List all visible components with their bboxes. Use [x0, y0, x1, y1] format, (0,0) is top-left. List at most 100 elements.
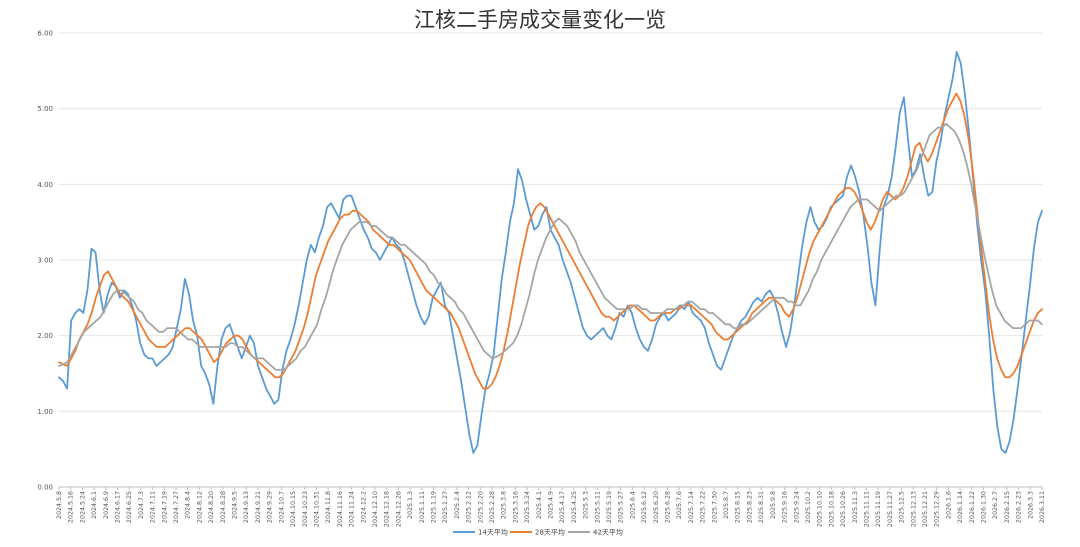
- x-tick-label: 2024.7.11: [150, 491, 157, 523]
- x-tick-label: 2024.12.26: [395, 491, 402, 527]
- x-tick-label: 2026.1.30: [980, 491, 987, 523]
- legend-item-2: 28天平均: [510, 528, 565, 537]
- y-tick-label: 2.00: [37, 332, 53, 340]
- x-tick-label: 2024.11.24: [349, 491, 356, 527]
- x-tick-label: 2025.5.3: [583, 491, 590, 519]
- legend-item-3: 42天平均: [568, 528, 623, 537]
- x-tick-label: 2025.6.4: [629, 491, 636, 519]
- x-tick-label: 2025.7.22: [700, 491, 707, 523]
- series-line-1: [58, 51, 1043, 454]
- chart-title: 江核二手房成交量变化一览: [414, 8, 666, 32]
- grid-lines: [59, 32, 1042, 488]
- x-tick-label: 2025.3.24: [524, 491, 531, 523]
- x-tick-label: 2024.7.3: [138, 491, 145, 519]
- x-tick-label: 2024.12.18: [384, 491, 391, 527]
- x-tick-label: 2025.5.11: [594, 491, 601, 523]
- x-tick-label: 2024.6.25: [126, 491, 133, 523]
- x-tick-label: 2024.9.5: [232, 491, 239, 519]
- x-tick-label: 2024.10.23: [302, 491, 309, 527]
- y-tick-label: 4.00: [37, 181, 53, 189]
- legend-label: 42天平均: [593, 528, 623, 537]
- x-tick-label: 2026.1.22: [969, 491, 976, 523]
- x-tick-label: 2025.12.5: [899, 491, 906, 523]
- x-tick-label: 2024.10.31: [313, 491, 320, 527]
- x-tick-label: 2025.1.11: [419, 491, 426, 523]
- x-tick-label: 2026.3.11: [1039, 491, 1046, 523]
- x-tick-label: 2025.7.14: [688, 491, 695, 523]
- x-tick-label: 2025.9.8: [770, 491, 777, 519]
- x-tick-label: 2025.12.13: [910, 491, 917, 527]
- x-tick-label: 2025.4.1: [536, 491, 543, 519]
- x-tick-label: 2025.7.30: [711, 491, 718, 523]
- y-tick-label: 6.00: [37, 30, 53, 38]
- x-tick-label: 2024.5.24: [79, 491, 86, 523]
- x-tick-label: 2025.9.24: [793, 491, 800, 523]
- x-tick-label: 2024.8.4: [185, 491, 192, 519]
- x-tick-label: 2025.6.12: [641, 491, 648, 523]
- x-tick-label: 2026.3.3: [1027, 491, 1034, 519]
- x-tick-label: 2026.2.15: [1004, 491, 1011, 523]
- x-tick-label: 2024.12.2: [360, 491, 367, 523]
- x-tick-label: 2024.8.20: [208, 491, 215, 523]
- x-tick-label: 2024.6.17: [115, 491, 122, 523]
- x-tick-label: 2025.11.19: [875, 491, 882, 527]
- y-tick-label: 0.00: [37, 484, 53, 492]
- x-tick-label: 2025.5.27: [618, 491, 625, 523]
- x-tick-label: 2025.4.9: [548, 491, 555, 519]
- y-tick-label: 1.00: [37, 408, 53, 416]
- x-tick-label: 2024.12.10: [372, 491, 379, 527]
- y-axis: 0.00 1.00 2.00 3.00 4.00 5.00 6.00: [37, 30, 53, 492]
- x-tick-label: 2025.8.7: [723, 491, 730, 519]
- x-tick-label: 2025.10.2: [805, 491, 812, 523]
- x-tick-label: 2025.12.21: [922, 491, 929, 527]
- x-tick-label: 2025.9.16: [782, 491, 789, 523]
- x-tick-label: 2025.11.27: [887, 491, 894, 527]
- x-tick-label: 2024.8.12: [196, 491, 203, 523]
- x-tick-label: 2025.1.19: [430, 491, 437, 523]
- x-tick-label: 2026.1.6: [945, 491, 952, 519]
- legend: 14天平均 28天平均 42天平均: [453, 528, 623, 537]
- x-tick-label: 2024.11.8: [325, 491, 332, 523]
- x-tick-label: 2024.9.13: [243, 491, 250, 523]
- legend-label: 28天平均: [535, 528, 565, 537]
- x-tick-label: 2025.10.10: [817, 491, 824, 527]
- x-tick-label: 2024.9.29: [267, 491, 274, 523]
- x-tick-label: 2025.3.16: [512, 491, 519, 523]
- x-tick-label: 2024.6.1: [91, 491, 98, 519]
- x-tick-label: 2025.11.11: [863, 491, 870, 527]
- x-tick-label: 2025.8.31: [758, 491, 765, 523]
- series-line-3: [58, 122, 1043, 371]
- x-tick-label: 2025.2.28: [489, 491, 496, 523]
- x-tick-label: 2025.4.25: [571, 491, 578, 523]
- x-tick-label: 2025.8.15: [735, 491, 742, 523]
- x-tick-label: 2025.11.3: [852, 491, 859, 523]
- x-tick-label: 2026.2.7: [992, 491, 999, 519]
- x-tick-label: 2024.9.21: [255, 491, 262, 523]
- x-tick-label: 2025.2.12: [466, 491, 473, 523]
- x-tick-label: 2024.10.7: [278, 491, 285, 523]
- x-tick-label: 2025.2.20: [477, 491, 484, 523]
- y-tick-label: 5.00: [37, 105, 53, 113]
- x-tick-label: 2025.7.6: [676, 491, 683, 519]
- x-tick-label: 2025.4.17: [559, 491, 566, 523]
- x-tick-label: 2024.7.27: [173, 491, 180, 523]
- x-tick-label: 2025.1.3: [407, 491, 414, 519]
- x-tick-label: 2024.7.19: [161, 491, 168, 523]
- x-tick-label: 2026.2.23: [1016, 491, 1023, 523]
- x-tick-label: 2025.10.18: [828, 491, 835, 527]
- series-line-2: [58, 92, 1043, 390]
- x-axis: 2024.5.8 2024.5.16 2024.5.24 2024.6.1 2024.6…: [56, 487, 1046, 527]
- x-tick-label: 2025.5.19: [606, 491, 613, 523]
- y-tick-label: 3.00: [37, 257, 53, 265]
- legend-label: 14天平均: [478, 528, 508, 537]
- x-tick-label: 2024.8.28: [220, 491, 227, 523]
- x-tick-label: 2024.5.16: [68, 491, 75, 523]
- x-tick-label: 2024.10.15: [290, 491, 297, 527]
- x-tick-label: 2026.1.14: [957, 491, 964, 523]
- legend-item-1: 14天平均: [453, 528, 508, 537]
- x-tick-label: 2025.6.20: [653, 491, 660, 523]
- x-tick-label: 2024.5.8: [56, 491, 63, 519]
- x-tick-label: 2025.8.23: [746, 491, 753, 523]
